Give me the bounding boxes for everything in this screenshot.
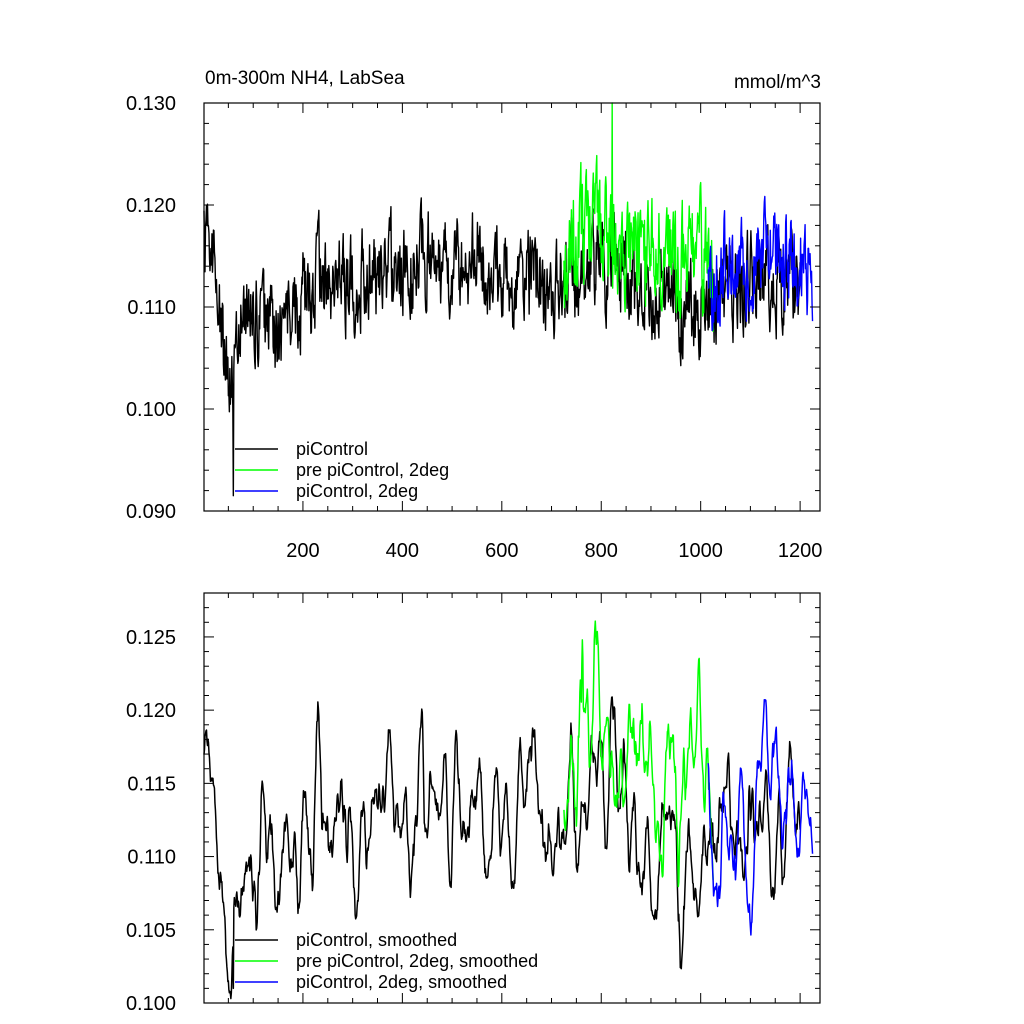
top-series-group [203,102,814,497]
y-tick-label: 0.130 [126,93,176,115]
top-legend: piControl pre piControl, 2deg piControl,… [235,439,449,501]
legend-label-picontrol-2deg-smoothed: piControl, 2deg, smoothed [296,972,507,992]
series-pre-picontrol-2deg-smoothed-line [563,620,714,888]
legend-label-pre-picontrol-2deg: pre piControl, 2deg [296,460,449,480]
y-tick-label: 0.105 [126,920,176,942]
legend-label-pre-picontrol-2deg-smoothed: pre piControl, 2deg, smoothed [296,951,538,971]
top-axes: 200 400 600 800 1000 1200 0.090 0.100 0.110 0.120… [126,93,822,562]
y-tick-label: 0.120 [126,195,176,217]
y-tick-label: 0.110 [127,847,176,869]
legend-label-picontrol: piControl [296,439,368,459]
y-tick-label: 0.090 [126,501,176,523]
series-picontrol-2deg-line [707,195,814,332]
legend-label-picontrol-smoothed: piControl, smoothed [296,930,457,950]
series-pre-picontrol-2deg-line [563,102,714,332]
y-tick-label: 0.120 [126,700,176,722]
series-picontrol-line [203,197,801,497]
y-tick-label: 0.110 [127,297,176,319]
legend-label-picontrol-2deg: piControl, 2deg [296,481,418,501]
series-picontrol-smoothed-line [203,696,801,1000]
x-tick-label: 1200 [778,540,823,562]
bottom-panel: 0.100 0.105 0.110 0.115 0.120 0.125 piControl… [126,592,821,1015]
y-tick-label: 0.100 [126,399,176,421]
bottom-axes: 0.100 0.105 0.110 0.115 0.120 0.125 [126,592,821,1015]
x-tick-label: 800 [585,540,618,562]
y-tick-label: 0.115 [127,773,176,795]
x-tick-label: 600 [485,540,518,562]
top-panel: 0m-300m NH4, LabSea mmol/m^3 200 400 600 80… [126,68,822,562]
series-picontrol-2deg-smoothed-line [707,698,814,936]
bottom-series-group [203,620,814,1000]
y-tick-label: 0.100 [126,993,176,1015]
y-tick-label: 0.125 [126,627,176,649]
x-tick-label: 200 [286,540,319,562]
x-tick-label: 1000 [678,540,723,562]
units-label: mmol/m^3 [734,72,821,93]
bottom-legend: piControl, smoothed pre piControl, 2deg,… [235,930,538,992]
x-tick-label: 400 [386,540,419,562]
chart-title: 0m-300m NH4, LabSea [205,68,405,89]
